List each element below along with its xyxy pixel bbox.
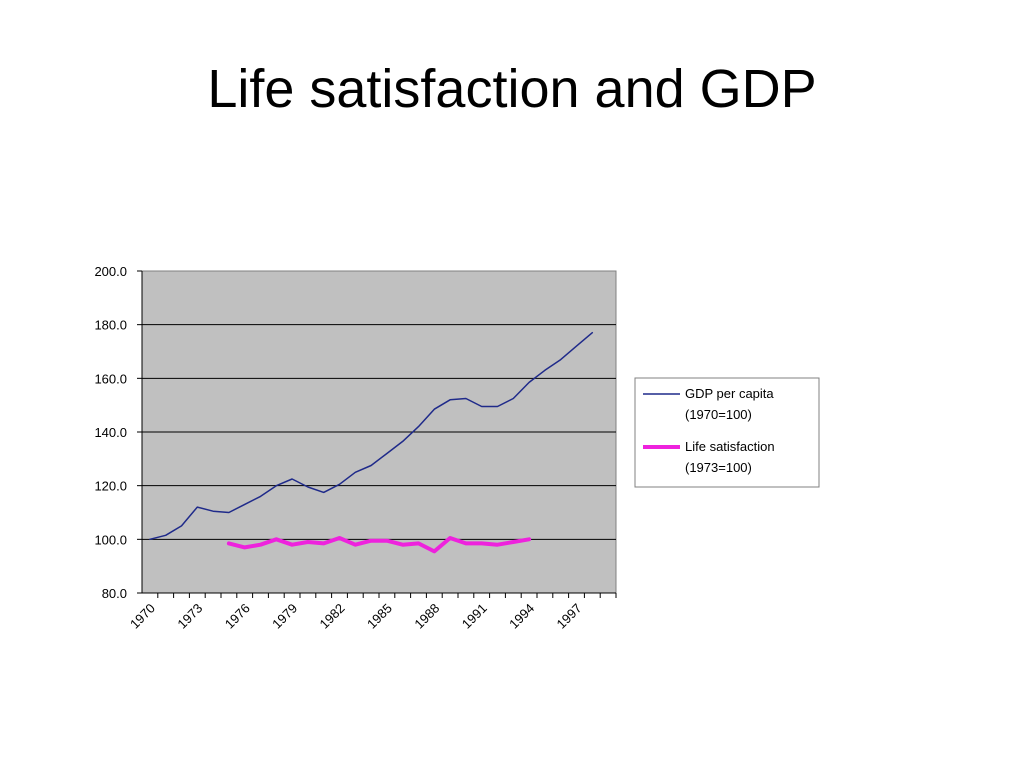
legend-box [634,377,820,488]
legend-label-life-satisfaction-line2: (1973=100) [685,460,752,475]
y-tick-label: 80.0 [102,586,127,601]
x-tick-label: 1994 [506,601,537,632]
legend-label-gdp-line2: (1970=100) [685,407,752,422]
series-lines [149,331,594,554]
x-tick-label: 1982 [317,601,348,632]
series-line-life-satisfaction [226,536,532,554]
legend: GDP per capita (1970=100) Life satisfact… [634,377,820,488]
x-tick-label: 1985 [364,601,395,632]
y-tick-label: 180.0 [94,318,127,333]
x-tick-label: 1991 [459,601,490,632]
x-axis: 1970 1973 1976 1979 1982 1985 1988 1991 1994 1997 [127,592,617,632]
x-tick-label: 1979 [269,601,300,632]
series-line-gdp-per-capita [149,331,594,541]
legend-label-life-satisfaction-line1: Life satisfaction [685,439,775,454]
x-tick-label: 1976 [222,601,253,632]
y-tick-label: 160.0 [94,371,127,386]
x-tick-label: 1997 [554,601,585,632]
slide-title: Life satisfaction and GDP [207,59,817,119]
legend-label-gdp-line1: GDP per capita [685,386,774,401]
x-tick-label: 1988 [411,601,442,632]
y-axis: 200.0 180.0 160.0 140.0 120.0 100.0 80.0 [94,264,143,601]
y-tick-label: 100.0 [94,532,127,547]
y-tick-label: 120.0 [94,479,127,494]
y-tick-label: 200.0 [94,264,127,279]
x-tick-label: 1970 [127,601,158,632]
y-tick-label: 140.0 [94,425,127,440]
x-tick-label: 1973 [174,601,205,632]
